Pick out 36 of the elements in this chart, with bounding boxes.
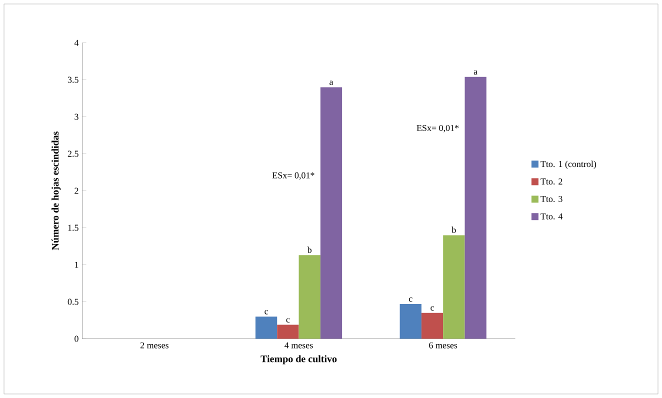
x-tick-label: 2 meses bbox=[140, 342, 168, 348]
legend-label: Tto. 1 (control) bbox=[540, 160, 596, 169]
data-label: c bbox=[264, 310, 268, 314]
bar bbox=[421, 312, 444, 339]
annotation: ESx= 0,01* bbox=[272, 172, 314, 180]
bar bbox=[277, 324, 299, 339]
data-label: b bbox=[452, 226, 456, 233]
y-tick-label: 4 bbox=[74, 40, 79, 46]
bar bbox=[255, 316, 278, 339]
data-label: a bbox=[474, 70, 478, 75]
x-axis-title: Tiempo de cultivo bbox=[260, 355, 337, 364]
y-tick-label: 2.5 bbox=[68, 150, 78, 157]
y-tick-label: 1.5 bbox=[68, 224, 78, 231]
data-label: c bbox=[408, 297, 412, 302]
annotation: ESx= 0,01* bbox=[416, 124, 459, 132]
y-tick-label: 0 bbox=[74, 336, 78, 342]
legend-label: Tto. 3 bbox=[540, 196, 562, 202]
y-tick-label: 2 bbox=[74, 188, 78, 194]
y-axis-title: Número de hojas escindidas bbox=[52, 132, 61, 250]
data-label: b bbox=[307, 246, 312, 253]
data-label: c bbox=[286, 318, 290, 323]
bar bbox=[320, 87, 342, 339]
bar bbox=[298, 255, 320, 339]
x-tick-label: 4 meses bbox=[284, 342, 313, 348]
y-tick-label: 3.5 bbox=[68, 76, 78, 83]
data-label: c bbox=[430, 306, 434, 311]
bar bbox=[400, 304, 422, 339]
x-tick-label: 6 meses bbox=[429, 342, 458, 348]
y-tick-label: 0.5 bbox=[68, 298, 78, 305]
legend-label: Tto. 4 bbox=[540, 213, 563, 220]
y-tick-label: 3 bbox=[74, 114, 78, 120]
data-label: a bbox=[330, 80, 334, 85]
bar bbox=[443, 235, 465, 339]
legend-label: Tto. 2 bbox=[540, 178, 562, 185]
bar bbox=[464, 76, 486, 339]
y-tick-label: 1 bbox=[75, 262, 78, 268]
